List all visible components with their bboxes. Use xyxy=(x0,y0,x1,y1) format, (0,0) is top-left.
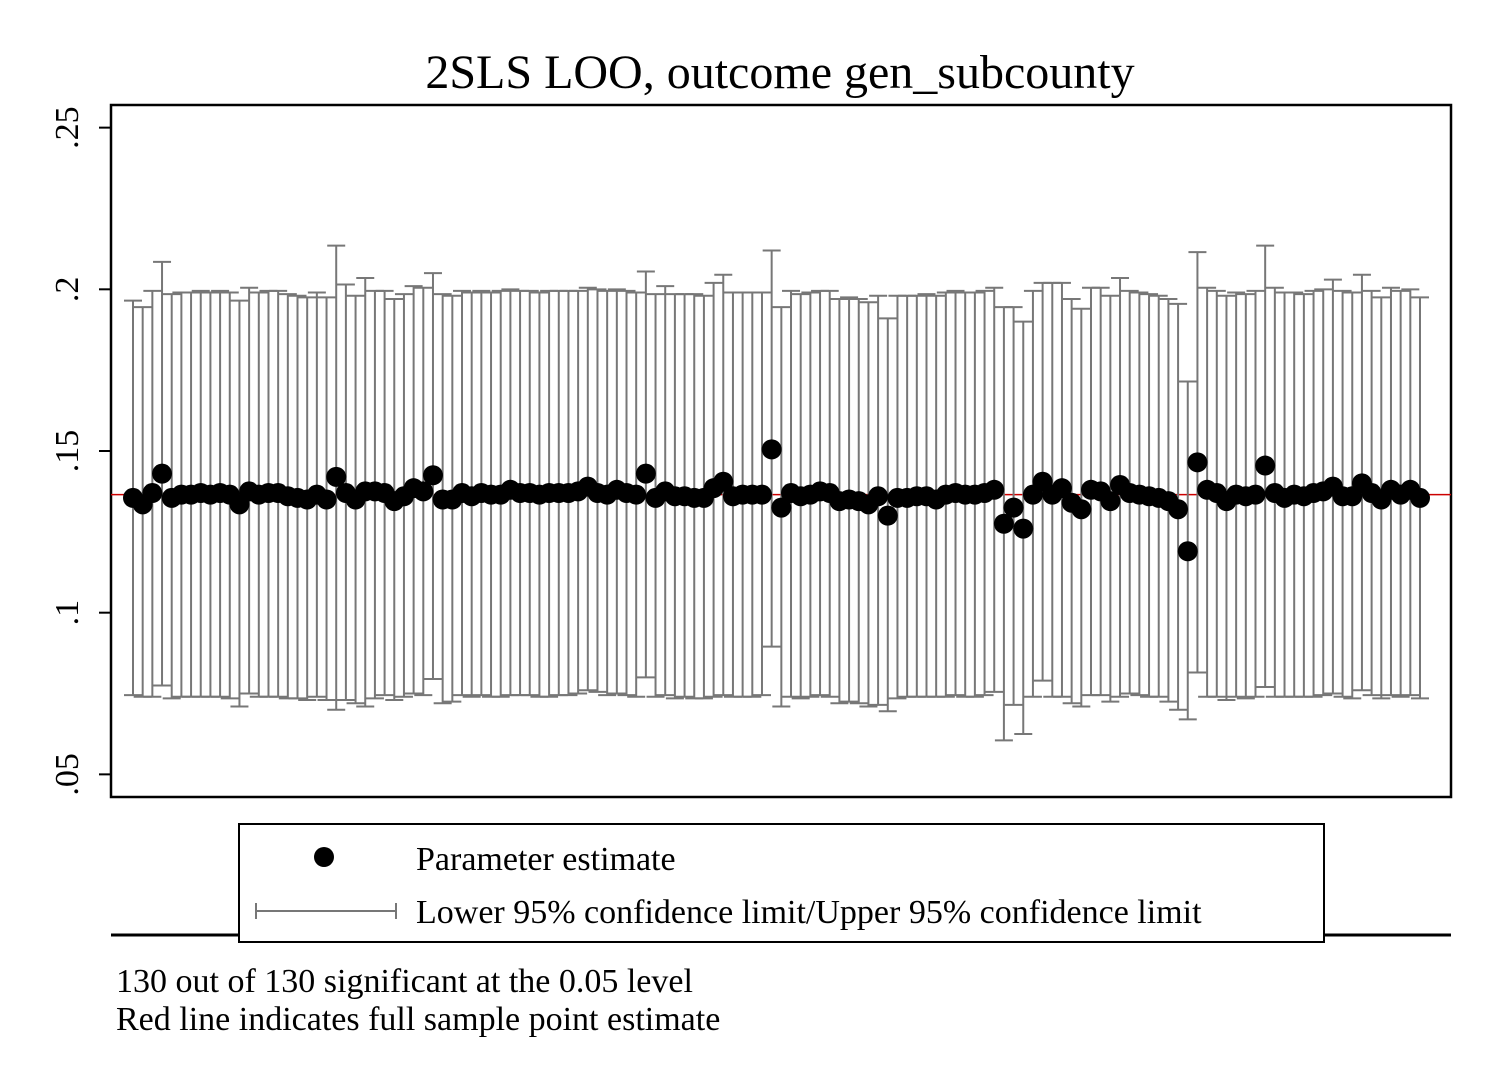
point-estimate xyxy=(142,483,163,504)
point-estimate xyxy=(1003,497,1024,518)
point-estimate xyxy=(1168,499,1189,520)
legend-box xyxy=(238,823,1325,943)
legend: Parameter estimate Lower 95% confidence … xyxy=(238,823,1325,943)
y-tick-label: .2 xyxy=(49,277,86,303)
point-estimate xyxy=(1013,518,1034,539)
point-estimate xyxy=(751,484,772,505)
legend-marker-point xyxy=(314,847,334,867)
note-red-line: Red line indicates full sample point est… xyxy=(116,1001,720,1038)
point-estimate xyxy=(422,465,443,486)
point-estimate xyxy=(326,466,347,487)
point-estimate xyxy=(1177,541,1198,562)
note-significance: 130 out of 130 significant at the 0.05 l… xyxy=(116,963,693,1000)
legend-marker-range xyxy=(255,903,397,919)
point-estimate xyxy=(635,463,656,484)
point-estimate xyxy=(1071,499,1092,520)
point-estimate xyxy=(1410,487,1430,508)
legend-label-estimate: Parameter estimate xyxy=(416,841,676,878)
point-estimate xyxy=(868,486,889,507)
y-tick-label: .05 xyxy=(49,753,86,796)
point-estimate xyxy=(1100,491,1121,512)
legend-label-ci: Lower 95% confidence limit/Upper 95% con… xyxy=(416,894,1202,931)
point-estimate xyxy=(761,439,782,460)
point-estimate xyxy=(152,463,173,484)
point-estimate xyxy=(316,489,337,510)
point-estimate xyxy=(984,479,1005,500)
y-tick-label: .15 xyxy=(49,430,86,473)
point-estimates xyxy=(123,439,1430,562)
point-estimate xyxy=(713,471,734,492)
point-estimate xyxy=(1255,455,1276,476)
point-estimate xyxy=(877,505,898,526)
point-estimate xyxy=(993,513,1014,534)
point-estimate xyxy=(626,484,647,505)
point-estimate xyxy=(413,481,434,502)
point-estimate xyxy=(771,497,792,518)
chart-title: 2SLS LOO, outcome gen_subcounty xyxy=(425,46,1134,99)
point-estimate xyxy=(1051,478,1072,499)
point-estimate xyxy=(1187,452,1208,473)
y-tick-label: .25 xyxy=(49,106,86,149)
point-estimate xyxy=(1245,484,1266,505)
y-axis: .05 .1 .15 .2 .25 xyxy=(49,106,111,796)
y-tick-label: .1 xyxy=(49,600,86,626)
